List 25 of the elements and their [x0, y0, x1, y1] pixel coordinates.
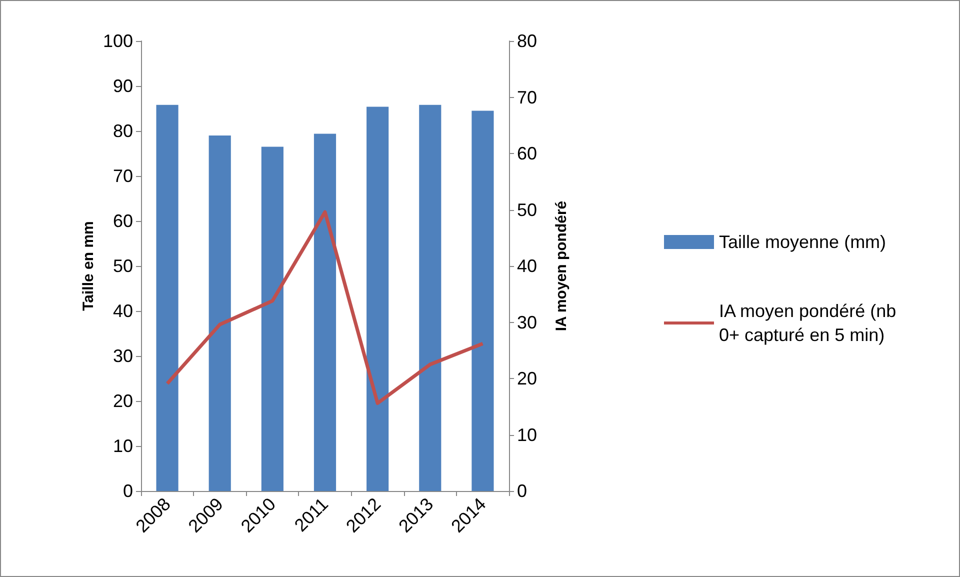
y-tick-label: 20 — [112, 391, 133, 411]
y2-tick-label: 30 — [517, 312, 538, 332]
legend-label: Taille moyenne (mm) — [719, 232, 886, 252]
y-tick-label: 100 — [102, 31, 133, 51]
y-tick-label: 90 — [112, 76, 133, 96]
y-tick-label: 50 — [112, 256, 133, 276]
y2-tick-label: 0 — [517, 481, 528, 501]
line-series — [166, 210, 484, 405]
y-axis-title: Taille en mm — [80, 221, 97, 311]
y-tick-label: 70 — [112, 166, 133, 186]
y2-tick-label: 10 — [517, 424, 538, 445]
y-tick-label: 10 — [112, 436, 133, 456]
y-tick-label: 30 — [112, 346, 133, 366]
y-tick-label: 40 — [112, 301, 133, 321]
y-tick-label: 0 — [122, 481, 133, 501]
y-tick-label: 80 — [112, 121, 133, 141]
y2-tick-label: 80 — [517, 31, 538, 51]
y2-axis-title: IA moyen pondéré — [553, 200, 570, 332]
y2-tick-label: 40 — [517, 256, 538, 276]
y2-tick-label: 50 — [517, 200, 538, 220]
legend-label: IA moyen pondéré (nb 0+ capturé en 5 min) — [719, 301, 902, 345]
y2-tick-label: 60 — [517, 144, 538, 164]
y2-tick-label: 20 — [517, 368, 538, 388]
y2-tick-label: 70 — [517, 87, 538, 108]
y-tick-label: 60 — [112, 211, 133, 231]
